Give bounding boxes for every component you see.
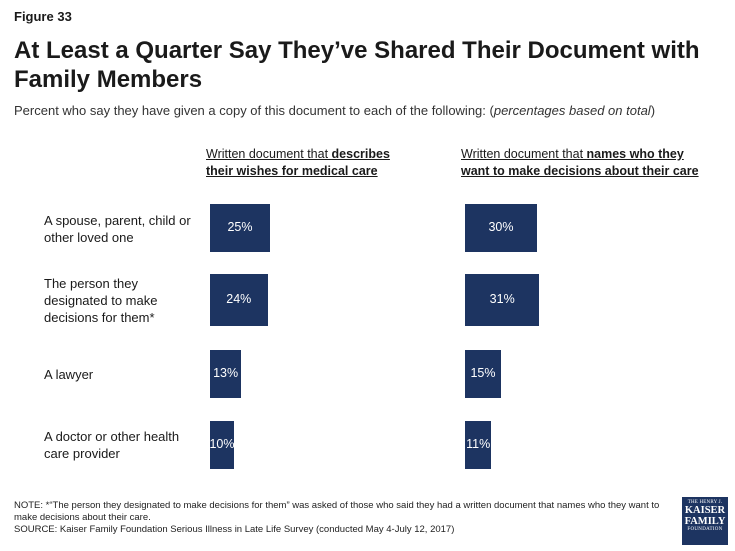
bar-value-label: 15% [470,366,496,380]
bar [210,421,234,469]
figure-label: Figure 33 [14,9,72,24]
note-text: NOTE: *“The person they designated to ma… [14,500,660,523]
kff-logo: THE HENRY J. KAISER FAMILY FOUNDATION [682,497,728,545]
bar-value-label: 30% [488,220,514,234]
row-label: A lawyer [44,367,94,382]
bar [465,350,501,398]
bar [210,204,270,252]
column-header-wishes: Written document that describes their wi… [206,147,390,178]
row-label: A doctor or other health care provider [44,429,180,461]
column-header-decisions: Written document that names who they wan… [461,147,699,178]
chart-title: At Least a Quarter Say They’ve Shared Th… [14,37,700,93]
bar-value-label: 24% [226,292,252,306]
source-text: SOURCE: Kaiser Family Foundation Serious… [14,524,455,535]
bar [465,274,540,326]
row-label: A spouse, parent, child or other loved o… [44,213,191,245]
footnote: NOTE: *“The person they designated to ma… [14,500,674,536]
chart-subtitle: Percent who say they have given a copy o… [14,103,656,118]
row-label: The person they designated to make decis… [44,276,158,325]
bar-value-label: 31% [489,292,515,306]
bar [465,421,492,469]
bar-value-label: 10% [209,437,235,451]
bar [465,204,537,252]
bar-value-label: 11% [466,437,491,451]
bar-value-label: 13% [213,366,239,380]
bar [210,274,268,326]
bar [210,350,242,398]
bar-value-label: 25% [227,220,253,234]
